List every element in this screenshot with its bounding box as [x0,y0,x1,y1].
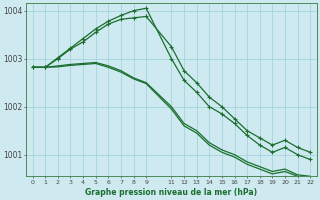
X-axis label: Graphe pression niveau de la mer (hPa): Graphe pression niveau de la mer (hPa) [85,188,258,197]
